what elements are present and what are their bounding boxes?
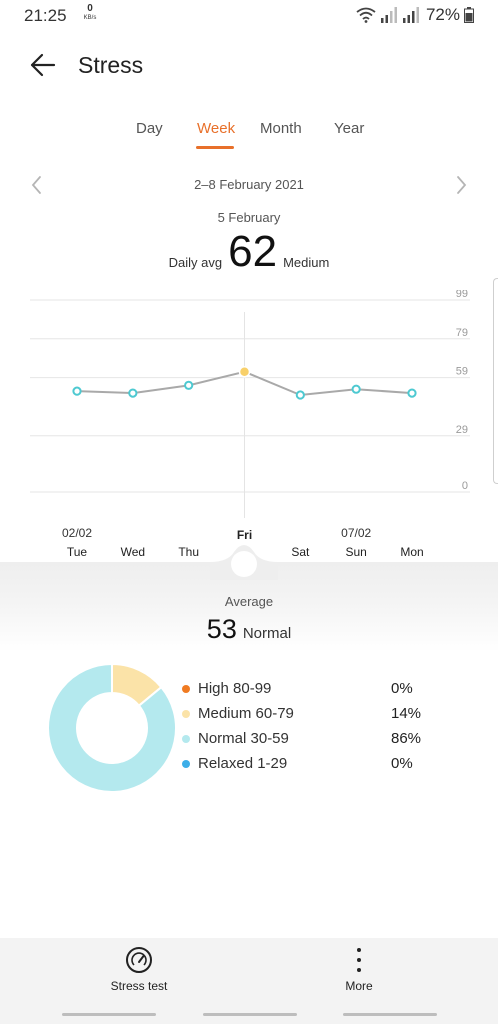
system-navigation-bar: [0, 1008, 498, 1024]
data-point: [128, 388, 138, 398]
data-point: [407, 388, 417, 398]
x-tick-label: Tue: [67, 545, 88, 559]
bottom-action-bar: Stress test More: [0, 938, 498, 1008]
back-arrow-icon[interactable]: [28, 50, 58, 80]
y-tick-label: 99: [456, 290, 468, 300]
status-time: 21:25: [24, 6, 67, 25]
average-value: 53 Normal: [0, 614, 498, 645]
page-title: Stress: [78, 52, 144, 78]
x-tick-label: Fri: [237, 528, 252, 542]
y-tick-label: 59: [456, 366, 468, 378]
nav-recents-pill[interactable]: [62, 1013, 156, 1016]
edge-panel-handle[interactable]: [493, 278, 498, 484]
data-point: [351, 384, 361, 394]
chevron-left-icon[interactable]: [28, 174, 46, 196]
network-speed-unit: KB/s: [83, 15, 97, 21]
legend-label-relaxed: Relaxed 1-29: [198, 755, 288, 772]
y-tick-label: 0: [462, 480, 468, 492]
stress-test-label: Stress test: [110, 979, 168, 993]
data-point: [184, 380, 194, 390]
x-date-label: 02/02: [62, 526, 92, 540]
average-level: Normal: [242, 625, 292, 642]
legend-label-medium: Medium 60-79: [198, 705, 294, 722]
date-navigator: 2–8 February 2021: [0, 172, 498, 198]
legend-row-normal: Normal 30-59 86%: [182, 730, 442, 755]
x-tick-label: Mon: [400, 545, 423, 559]
chevron-right-icon[interactable]: [452, 174, 470, 196]
date-range: 2–8 February 2021: [194, 177, 304, 192]
tab-year[interactable]: Year: [334, 120, 365, 137]
x-tick-label: Wed: [121, 545, 145, 559]
network-speed: 0 KB/s: [80, 3, 100, 22]
period-tabs: Day Week Month Year: [0, 120, 498, 156]
data-point-highlighted: [238, 366, 251, 378]
stress-test-button[interactable]: Stress test: [79, 946, 199, 993]
legend-dot-relaxed: [182, 760, 190, 768]
legend-row-high: High 80-99 0%: [182, 680, 442, 705]
legend-percent-high: 0%: [391, 680, 413, 697]
battery-percent: 72%: [425, 5, 460, 24]
daily-avg-label: Daily avg: [168, 255, 223, 270]
x-tick-label: Sat: [291, 545, 310, 559]
network-speed-value: 0: [87, 3, 93, 14]
donut-slice: [47, 662, 177, 793]
nav-back-pill[interactable]: [343, 1013, 437, 1016]
tab-day[interactable]: Day: [136, 120, 163, 137]
tab-week[interactable]: Week: [197, 120, 236, 137]
data-point: [72, 386, 82, 396]
average-label: Average: [224, 594, 274, 609]
legend-row-relaxed: Relaxed 1-29 0%: [182, 755, 442, 780]
legend-dot-medium: [182, 710, 190, 718]
daily-avg-level: Medium: [283, 255, 330, 270]
data-point: [295, 390, 305, 400]
signal-icon-2: [402, 7, 419, 23]
daily-avg-value: 62: [228, 227, 278, 276]
selected-date: 5 February: [217, 210, 281, 225]
y-tick-label: 79: [456, 327, 468, 339]
more-label: More: [345, 979, 373, 993]
wifi-icon: [356, 7, 376, 23]
status-bar: 21:25 0 KB/s 72%: [0, 0, 498, 30]
legend-row-medium: Medium 60-79 14%: [182, 705, 442, 730]
more-button[interactable]: More: [299, 946, 419, 993]
legend-percent-medium: 14%: [391, 705, 422, 722]
legend-dot-high: [182, 685, 190, 693]
battery-icon: [464, 7, 474, 23]
more-vertical-icon: [357, 948, 361, 972]
app-header: Stress: [0, 40, 498, 90]
signal-icon: [380, 7, 397, 23]
nav-home-pill[interactable]: [203, 1013, 297, 1016]
legend-label-normal: Normal 30-59: [198, 730, 289, 747]
y-tick-label: 29: [456, 424, 468, 436]
average-number: 53: [206, 614, 237, 644]
stress-line-chart[interactable]: 0 29 59 79 99 02/02 Tue Wed Thu Fri Sat 07/02 Sun Mon: [0, 290, 498, 570]
status-icons: 72%: [356, 5, 474, 25]
legend-percent-relaxed: 0%: [391, 755, 413, 772]
x-date-label: 07/02: [341, 526, 371, 540]
legend-label-high: High 80-99: [198, 680, 272, 697]
tab-month[interactable]: Month: [260, 120, 302, 137]
legend-dot-normal: [182, 735, 190, 743]
active-tab-indicator: [196, 146, 234, 149]
legend-percent-normal: 86%: [391, 730, 422, 747]
gauge-icon: [126, 947, 152, 973]
daily-average: Daily avg 62 Medium: [0, 228, 498, 276]
x-tick-label: Sun: [345, 545, 366, 559]
chart-scrubber-handle[interactable]: [210, 540, 278, 580]
stress-distribution-donut: [47, 662, 177, 793]
stress-legend: High 80-99 0% Medium 60-79 14% Normal 30…: [182, 680, 442, 780]
x-tick-label: Thu: [178, 545, 199, 559]
